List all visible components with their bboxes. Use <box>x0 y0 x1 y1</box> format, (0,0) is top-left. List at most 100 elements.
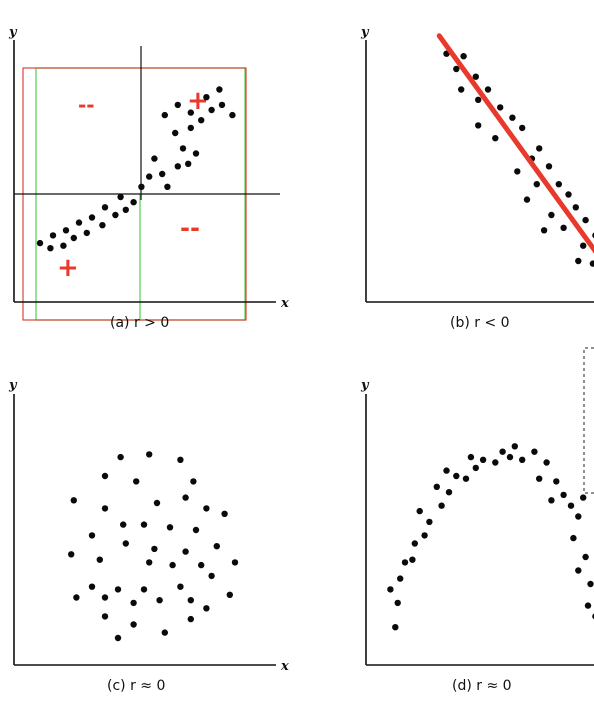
panel-c-point-20 <box>213 543 220 550</box>
panel-a-point-0 <box>36 239 44 247</box>
panel-c-point-30 <box>177 583 184 590</box>
panel-b-point-6 <box>484 86 492 93</box>
panel-c-points <box>68 451 239 642</box>
panel-d-point-27 <box>553 478 560 485</box>
panel-a-point-17 <box>151 155 158 162</box>
panel-a-point-8 <box>88 214 96 221</box>
panel-c-point-15 <box>192 526 200 534</box>
panel-c-point-32 <box>226 591 233 598</box>
panel-d-point-22 <box>519 456 526 463</box>
panel-a-point-3 <box>60 242 67 249</box>
panel-b-point-15 <box>545 163 553 170</box>
panel-a-point-31 <box>203 94 210 101</box>
panel-a-point-29 <box>198 117 205 124</box>
panel-c-point-3 <box>101 472 109 480</box>
panel-a-point-28 <box>187 109 194 116</box>
panel-a-point-24 <box>172 129 179 137</box>
panel-d-point-23 <box>511 443 518 450</box>
panel-a-point-1 <box>47 245 54 252</box>
panel-b-point-2 <box>460 53 467 60</box>
panel-d-point-11 <box>433 483 440 490</box>
panel-a-point-13 <box>122 206 129 213</box>
panel-b-point-8 <box>475 122 482 129</box>
panel-c-point-42 <box>187 615 194 623</box>
panel-a-point-26 <box>161 111 168 119</box>
panel-b-point-25 <box>580 242 587 249</box>
panel-b-trendline <box>436 33 594 254</box>
panel-d-point-15 <box>462 475 470 482</box>
panel-a-point-4 <box>62 227 70 234</box>
panel-c-point-14 <box>166 524 174 531</box>
panel-a-point-16 <box>146 173 153 180</box>
panel-c-point-40 <box>130 621 137 628</box>
panel-a-point-12 <box>117 193 124 201</box>
panel-b-point-18 <box>555 181 562 188</box>
panel-d-point-19 <box>492 459 499 466</box>
panel-a-point-20 <box>174 163 181 170</box>
panel-d-point-4 <box>401 559 409 566</box>
panel-c-point-33 <box>73 594 80 601</box>
panel-c-point-29 <box>140 586 148 593</box>
panel-b-point-17 <box>523 196 531 203</box>
panel-d-point-18 <box>467 453 475 461</box>
panel-d-ylabel: y <box>360 378 370 393</box>
panel-d-point-30 <box>567 502 575 509</box>
panel-a-caption: (a) r > 0 <box>110 315 169 331</box>
panel-b-point-21 <box>572 204 579 211</box>
panel-a-point-25 <box>187 124 194 132</box>
panel-a-point-10 <box>101 204 109 211</box>
panel-d-point-26 <box>536 475 543 482</box>
panel-a-point-30 <box>208 106 215 114</box>
dashed-frame-fragment <box>583 347 594 494</box>
panel-c-ylabel: y <box>8 378 18 393</box>
panel-c-point-28 <box>114 586 122 593</box>
panel-a-point-34 <box>216 86 223 93</box>
panel-b-point-9 <box>492 135 499 142</box>
panel-a-point-5 <box>70 234 78 242</box>
panel-c-point-26 <box>231 559 239 566</box>
panel-b-point-16 <box>533 181 540 188</box>
panel-b-points <box>443 50 594 267</box>
panel-a-sign-br: -- <box>180 214 200 242</box>
panel-c: y x (c) r ≈ 0 <box>8 378 289 694</box>
panel-b-point-5 <box>475 96 482 104</box>
panel-b-point-11 <box>519 124 526 132</box>
panel-d: y (d) r ≈ 0 <box>360 378 594 694</box>
panel-c-point-1 <box>146 451 153 458</box>
panel-c-point-39 <box>101 613 109 620</box>
panel-c-point-27 <box>88 583 96 590</box>
panel-b-caption: (b) r < 0 <box>450 315 510 331</box>
panel-d-point-21 <box>506 453 514 461</box>
panel-b-point-4 <box>458 86 465 93</box>
panel-b-point-27 <box>589 260 594 267</box>
panel-a-point-9 <box>99 222 106 229</box>
panel-d-point-6 <box>411 540 418 547</box>
panel-c-point-43 <box>114 634 122 642</box>
panel-c-point-8 <box>153 499 161 507</box>
panel-d-caption: (d) r ≈ 0 <box>452 678 512 694</box>
panel-d-point-25 <box>543 459 550 466</box>
panel-c-point-21 <box>68 551 75 558</box>
panel-a-point-21 <box>179 145 187 152</box>
panel-c-point-0 <box>117 453 124 461</box>
panel-a-sign-tl: -- <box>78 93 95 117</box>
panel-d-point-13 <box>453 472 460 480</box>
panel-d-point-3 <box>394 599 401 607</box>
panel-b-point-10 <box>509 114 516 121</box>
panel-a-point-6 <box>75 219 83 226</box>
panel-c-point-6 <box>70 497 78 504</box>
panel-d-point-38 <box>584 602 592 609</box>
panel-a-point-14 <box>130 199 137 206</box>
panel-c-point-37 <box>187 597 194 604</box>
panel-d-point-35 <box>575 567 582 574</box>
panel-a-point-7 <box>83 229 91 237</box>
panel-b-point-13 <box>514 168 521 175</box>
panel-b-point-3 <box>472 73 479 80</box>
panel-a-points <box>36 86 236 252</box>
panel-c-point-9 <box>182 494 189 501</box>
panel-c-point-22 <box>96 556 104 563</box>
panel-d-point-2 <box>397 575 404 582</box>
panel-d-point-16 <box>472 464 479 472</box>
panel-c-point-17 <box>122 540 129 547</box>
panel-b-point-30 <box>540 227 548 234</box>
